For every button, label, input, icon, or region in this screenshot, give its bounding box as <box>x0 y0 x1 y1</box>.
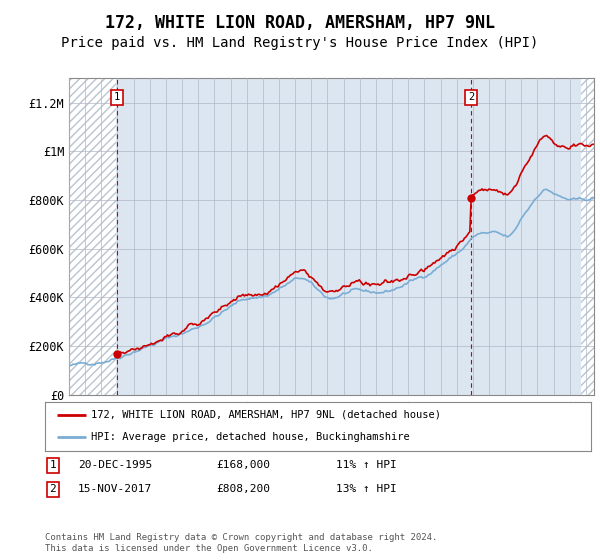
Text: £168,000: £168,000 <box>216 460 270 470</box>
Text: 2: 2 <box>468 92 474 102</box>
Text: 172, WHITE LION ROAD, AMERSHAM, HP7 9NL: 172, WHITE LION ROAD, AMERSHAM, HP7 9NL <box>105 14 495 32</box>
Bar <box>581 78 594 395</box>
Bar <box>69 78 116 395</box>
Text: 15-NOV-2017: 15-NOV-2017 <box>78 484 152 494</box>
Bar <box>581 78 594 395</box>
Text: HPI: Average price, detached house, Buckinghamshire: HPI: Average price, detached house, Buck… <box>91 432 410 442</box>
Text: 20-DEC-1995: 20-DEC-1995 <box>78 460 152 470</box>
Text: Price paid vs. HM Land Registry's House Price Index (HPI): Price paid vs. HM Land Registry's House … <box>61 36 539 50</box>
Text: 2: 2 <box>49 484 56 494</box>
Text: 172, WHITE LION ROAD, AMERSHAM, HP7 9NL (detached house): 172, WHITE LION ROAD, AMERSHAM, HP7 9NL … <box>91 410 442 420</box>
Text: £808,200: £808,200 <box>216 484 270 494</box>
Text: 13% ↑ HPI: 13% ↑ HPI <box>336 484 397 494</box>
Text: 11% ↑ HPI: 11% ↑ HPI <box>336 460 397 470</box>
Bar <box>69 78 116 395</box>
Text: 1: 1 <box>114 92 120 102</box>
Text: Contains HM Land Registry data © Crown copyright and database right 2024.
This d: Contains HM Land Registry data © Crown c… <box>45 533 437 553</box>
Text: 1: 1 <box>49 460 56 470</box>
